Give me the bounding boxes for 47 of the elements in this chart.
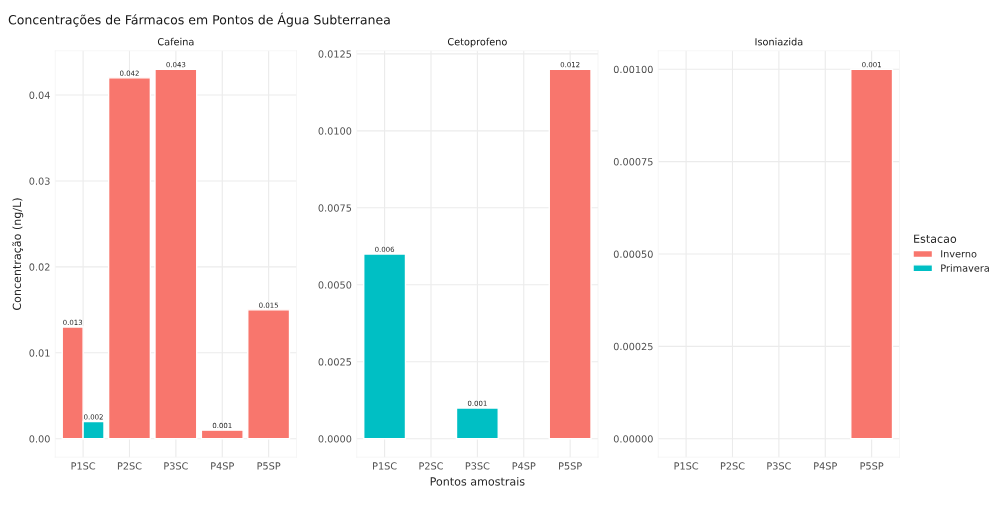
x-tick-label: P1SC <box>373 462 397 470</box>
x-tick-label: P4SP <box>211 462 234 470</box>
chart-subtitle: Cetoprofeno <box>447 37 507 48</box>
y-tick-label: 0.0100 <box>318 127 352 135</box>
x-tick-label: P5SP <box>257 462 281 470</box>
x-tick-label: P1SC <box>71 462 96 470</box>
y-tick-label: 0.0025 <box>318 358 352 366</box>
bar <box>154 68 198 440</box>
x-tick-label: P3SC <box>164 462 188 470</box>
y-tick-label: 0.00075 <box>613 158 653 166</box>
y-tick-label: 0.0050 <box>318 281 352 289</box>
y-tick-label: 0.00000 <box>613 435 653 443</box>
chart-subtitle: Isoniazida <box>755 37 803 46</box>
x-axis-title: Pontos amostrais <box>430 477 525 486</box>
y-axis-title: Concentração (ng/L) <box>12 198 24 311</box>
y-tick-label: 0.00 <box>29 435 50 443</box>
x-tick-label: P2SC <box>117 462 142 470</box>
legend-label: Inverno <box>941 250 977 258</box>
x-tick-label: P3SC <box>767 462 791 470</box>
bar <box>200 429 244 440</box>
y-tick-label: 0.0125 <box>318 50 352 58</box>
y-tick-label: 0.00025 <box>613 342 653 351</box>
y-tick-label: 0.02 <box>29 263 50 271</box>
x-tick-label: P5SP <box>559 462 582 470</box>
bar <box>247 309 291 440</box>
bar <box>363 253 407 440</box>
y-tick-label: 0.00100 <box>613 65 653 74</box>
bar <box>548 68 592 440</box>
x-tick-label: P2SC <box>720 462 745 470</box>
x-tick-label: P4SP <box>512 462 536 470</box>
legend-title: Estacao <box>914 234 957 243</box>
y-tick-label: 0.00050 <box>613 250 653 258</box>
x-tick-label: P3SC <box>465 462 490 470</box>
y-tick-label: 0.04 <box>29 91 50 99</box>
x-tick-label: P1SC <box>674 462 699 470</box>
y-tick-label: 0.0000 <box>318 435 352 443</box>
x-tick-label: P4SP <box>814 462 837 470</box>
y-tick-label: 0.03 <box>29 177 50 185</box>
x-tick-label: P2SC <box>419 462 443 470</box>
bar <box>455 407 499 440</box>
y-tick-label: 0.01 <box>29 349 50 357</box>
legend-label: Primavera <box>941 264 989 272</box>
chart-title: Concentrações de Fármacos em Pontos de Água Subterranea <box>8 12 390 27</box>
y-tick-label: 0.0075 <box>318 204 352 212</box>
x-tick-label: P5SP <box>860 462 884 470</box>
bar <box>107 77 152 440</box>
chart-subtitle: Cafeina <box>157 37 194 46</box>
